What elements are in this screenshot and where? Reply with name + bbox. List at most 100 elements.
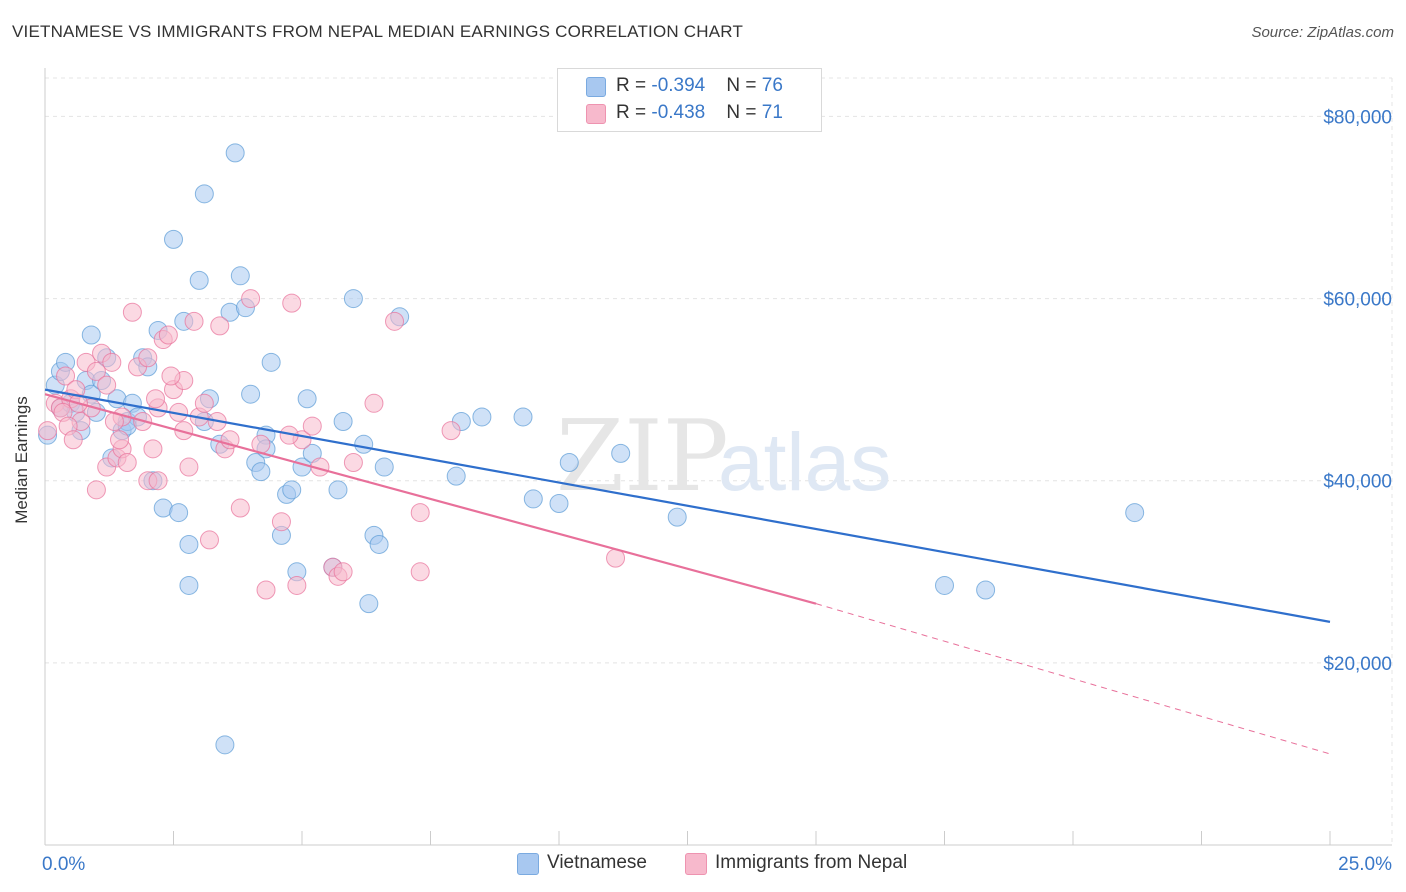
point-nepal xyxy=(441,421,461,441)
point-nepal xyxy=(56,366,76,386)
point-vietnamese xyxy=(164,229,183,249)
point-vietnamese xyxy=(230,266,250,286)
y-tick-label: $20,000 xyxy=(1323,654,1392,675)
point-nepal xyxy=(102,352,122,372)
legend-n-label: N = xyxy=(726,75,762,96)
point-nepal xyxy=(148,471,168,491)
point-nepal xyxy=(199,530,219,550)
point-vietnamese xyxy=(282,480,302,500)
legend-r-value: -0.438 xyxy=(651,102,706,123)
point-vietnamese xyxy=(81,325,101,345)
point-vietnamese xyxy=(446,466,466,486)
point-nepal xyxy=(86,480,106,500)
point-nepal xyxy=(282,293,302,313)
point-nepal xyxy=(63,430,83,450)
bottom-legend-swatch-nepal xyxy=(685,853,707,875)
point-vietnamese xyxy=(194,184,214,204)
point-vietnamese xyxy=(179,534,199,554)
point-vietnamese xyxy=(169,503,189,523)
legend-swatch-vietnamese xyxy=(586,77,606,97)
point-nepal xyxy=(343,453,363,472)
point-vietnamese xyxy=(513,407,533,427)
point-nepal xyxy=(256,580,276,600)
point-nepal xyxy=(117,453,137,472)
point-nepal xyxy=(38,421,58,441)
point-vietnamese xyxy=(1125,503,1145,523)
bottom-legend-label-nepal: Immigrants from Nepal xyxy=(715,852,908,873)
y-tick-label: $80,000 xyxy=(1323,107,1392,128)
y-tick-label: $40,000 xyxy=(1323,472,1392,493)
x-tick-label: 25.0% xyxy=(1338,854,1392,875)
point-vietnamese xyxy=(354,434,374,454)
point-vietnamese xyxy=(559,453,579,472)
point-vietnamese xyxy=(225,143,245,163)
point-vietnamese xyxy=(241,384,261,404)
legend-r-label: R = xyxy=(616,75,652,96)
point-nepal xyxy=(385,311,405,331)
point-nepal xyxy=(110,430,130,450)
point-vietnamese xyxy=(549,493,569,513)
bottom-legend-label-vietnamese: Vietnamese xyxy=(547,852,647,873)
watermark: ZIP atlas xyxy=(556,400,891,514)
point-nepal xyxy=(333,562,353,582)
trend-nepal-extrapolated xyxy=(815,603,1331,755)
bottom-legend-swatch-vietnamese xyxy=(517,853,539,875)
correlation-legend: R = -0.394 N = 76 R = -0.438 N = 71 xyxy=(557,68,822,132)
legend-n-value: 76 xyxy=(761,75,783,96)
point-nepal xyxy=(287,575,307,595)
point-vietnamese xyxy=(359,594,379,614)
trend-lines xyxy=(44,388,1331,755)
point-nepal xyxy=(210,316,230,336)
axes xyxy=(44,68,1392,846)
point-vietnamese xyxy=(343,289,363,309)
point-vietnamese xyxy=(611,443,631,463)
legend-r-value: -0.394 xyxy=(651,75,706,96)
legend-n-value: 71 xyxy=(761,102,783,123)
tick-labels: $20,000 $40,000 $60,000 $80,000 0.0% 25.0% xyxy=(42,107,1392,875)
legend-swatch-nepal xyxy=(586,104,606,124)
chart-source: Source: ZipAtlas.com xyxy=(1251,24,1394,41)
point-vietnamese xyxy=(251,462,271,482)
data-points xyxy=(38,143,1145,755)
point-nepal xyxy=(302,416,322,436)
point-nepal xyxy=(179,457,199,477)
point-nepal xyxy=(86,361,106,381)
trend-vietnamese xyxy=(44,388,1331,623)
point-vietnamese xyxy=(189,270,209,290)
watermark-zip: ZIP xyxy=(556,400,729,514)
point-vietnamese xyxy=(369,534,389,554)
point-nepal xyxy=(143,439,163,459)
point-vietnamese xyxy=(976,580,996,600)
point-nepal xyxy=(97,375,117,395)
point-nepal xyxy=(122,302,142,322)
point-vietnamese xyxy=(261,352,281,372)
legend-r-label: R = xyxy=(616,102,652,123)
point-nepal xyxy=(174,421,194,441)
point-vietnamese xyxy=(523,489,543,509)
point-vietnamese xyxy=(667,507,687,527)
trend-nepal xyxy=(44,393,817,605)
point-nepal xyxy=(271,512,291,532)
point-vietnamese xyxy=(935,575,954,595)
point-nepal xyxy=(146,389,166,409)
point-nepal xyxy=(158,325,178,345)
point-nepal xyxy=(138,348,158,368)
point-vietnamese xyxy=(328,480,348,500)
point-nepal xyxy=(410,503,430,523)
legend-n-label: N = xyxy=(726,102,762,123)
point-nepal xyxy=(241,289,261,309)
point-vietnamese xyxy=(179,575,199,595)
point-vietnamese xyxy=(472,407,492,427)
point-vietnamese xyxy=(215,735,235,755)
point-nepal xyxy=(410,562,430,582)
point-vietnamese xyxy=(297,389,317,409)
y-tick-label: $60,000 xyxy=(1323,290,1392,311)
point-vietnamese xyxy=(374,457,394,477)
watermark-atlas: atlas xyxy=(718,417,891,508)
point-nepal xyxy=(184,311,204,331)
point-nepal xyxy=(364,393,384,413)
chart-title: VIETNAMESE VS IMMIGRANTS FROM NEPAL MEDI… xyxy=(12,22,744,41)
point-nepal xyxy=(230,498,250,518)
point-vietnamese xyxy=(333,412,353,432)
